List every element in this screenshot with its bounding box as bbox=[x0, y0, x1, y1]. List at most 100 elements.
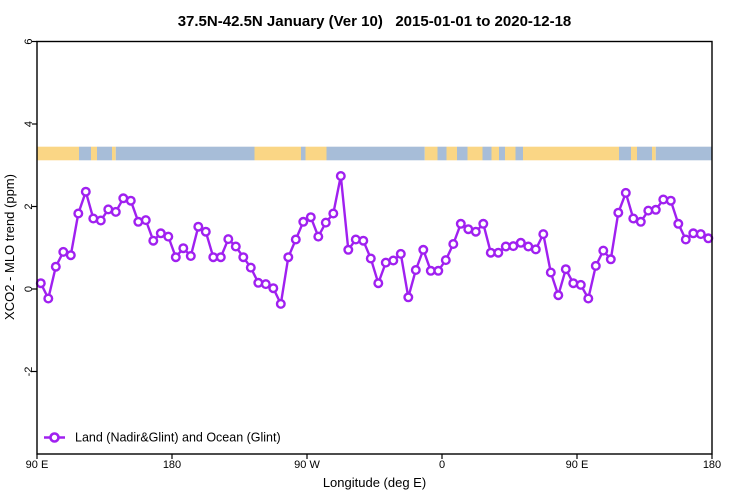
data-point bbox=[440, 255, 451, 266]
legend-label: Land (Nadir&Glint) and Ocean (Glint) bbox=[75, 431, 281, 445]
surface-band-segment-land bbox=[446, 146, 457, 161]
data-point bbox=[635, 216, 646, 227]
x-tick-label: 0 bbox=[439, 459, 445, 471]
data-point bbox=[365, 253, 376, 264]
y-tick-label: 6 bbox=[23, 38, 35, 44]
data-point bbox=[328, 208, 339, 219]
surface-band-segment-ocean bbox=[97, 146, 112, 161]
legend-marker-icon bbox=[49, 432, 60, 443]
data-point bbox=[238, 252, 249, 263]
data-point bbox=[230, 241, 241, 252]
data-point bbox=[200, 226, 211, 237]
surface-band-segment-ocean bbox=[499, 146, 505, 161]
data-point bbox=[433, 265, 444, 276]
data-point bbox=[343, 244, 354, 255]
data-point bbox=[665, 195, 676, 206]
y-axis-title: XCO2 - MLO trend (ppm) bbox=[2, 174, 17, 320]
data-point bbox=[410, 265, 421, 276]
data-point bbox=[493, 247, 504, 258]
surface-band-segment-ocean bbox=[515, 146, 523, 161]
surface-band-segment-ocean bbox=[637, 146, 652, 161]
data-point bbox=[613, 207, 624, 218]
data-point bbox=[403, 292, 414, 303]
legend: Land (Nadir&Glint) and Ocean (Glint) bbox=[44, 431, 281, 445]
data-point bbox=[620, 187, 631, 198]
data-point bbox=[553, 290, 564, 301]
y-tick-label: 0 bbox=[23, 286, 35, 292]
data-point bbox=[253, 277, 264, 288]
data-point bbox=[298, 216, 309, 227]
data-point bbox=[125, 195, 136, 206]
data-point bbox=[290, 234, 301, 245]
data-point bbox=[170, 252, 181, 263]
data-point bbox=[305, 212, 316, 223]
surface-band-segment-land bbox=[112, 146, 116, 161]
data-point bbox=[545, 267, 556, 278]
x-tick-label: 180 bbox=[163, 459, 181, 471]
data-point bbox=[245, 262, 256, 273]
data-point bbox=[65, 250, 76, 261]
data-point bbox=[358, 235, 369, 246]
data-point bbox=[538, 229, 549, 240]
data-point bbox=[185, 250, 196, 261]
data-point bbox=[50, 261, 61, 272]
surface-band-segment-ocean bbox=[655, 146, 712, 161]
data-point bbox=[223, 234, 234, 245]
x-tick-label: 90 E bbox=[26, 459, 49, 471]
data-point bbox=[605, 254, 616, 265]
data-point bbox=[695, 229, 706, 240]
data-point bbox=[373, 278, 384, 289]
data-point bbox=[260, 279, 271, 290]
data-point bbox=[163, 231, 174, 242]
data-point bbox=[470, 226, 481, 237]
x-axis-title: Longitude (deg E) bbox=[323, 475, 426, 490]
data-point bbox=[313, 231, 324, 242]
data-point bbox=[95, 215, 106, 226]
surface-band-segment-land bbox=[91, 146, 97, 161]
surface-band-segment-land bbox=[254, 146, 301, 161]
data-point bbox=[193, 221, 204, 232]
data-point bbox=[268, 283, 279, 294]
data-point bbox=[703, 233, 714, 244]
x-tick-label: 180 bbox=[703, 459, 721, 471]
data-point bbox=[455, 218, 466, 229]
data-point bbox=[388, 255, 399, 266]
data-point bbox=[583, 293, 594, 304]
surface-band-segment-land bbox=[523, 146, 619, 161]
data-point bbox=[395, 248, 406, 259]
data-point bbox=[43, 293, 54, 304]
data-point bbox=[575, 279, 586, 290]
data-point bbox=[140, 215, 151, 226]
plot-area: 90 E 180 90 W 0 90 E 180 6 4 2 0 -2 bbox=[23, 38, 721, 471]
data-point bbox=[515, 237, 526, 248]
surface-band-segment-land bbox=[424, 146, 438, 161]
data-point bbox=[320, 217, 331, 228]
data-point bbox=[478, 218, 489, 229]
data-point bbox=[680, 234, 691, 245]
surface-band-segment-land bbox=[37, 146, 79, 161]
data-point bbox=[80, 186, 91, 197]
data-point bbox=[650, 204, 661, 215]
surface-band-segment-ocean bbox=[457, 146, 468, 161]
surface-band-segment-land bbox=[467, 146, 483, 161]
chart-title: 37.5N-42.5N January (Ver 10) 2015-01-01 … bbox=[178, 13, 572, 30]
data-point bbox=[673, 218, 684, 229]
surface-band-segment-land bbox=[491, 146, 499, 161]
plot-frame bbox=[36, 40, 713, 455]
surface-band-segment-ocean bbox=[437, 146, 447, 161]
surface-band-segment-land bbox=[652, 146, 656, 161]
surface-band-segment-ocean bbox=[301, 146, 306, 161]
x-tick-label: 90 W bbox=[294, 459, 320, 471]
data-point bbox=[418, 244, 429, 255]
data-point bbox=[598, 245, 609, 256]
y-tick-label: -2 bbox=[23, 367, 35, 377]
data-point bbox=[178, 243, 189, 254]
y-tick-label: 4 bbox=[23, 121, 35, 127]
surface-band-segment-ocean bbox=[482, 146, 492, 161]
data-point bbox=[283, 252, 294, 263]
surface-band-segment-land bbox=[505, 146, 516, 161]
data-point bbox=[275, 298, 286, 309]
data-point bbox=[148, 235, 159, 246]
